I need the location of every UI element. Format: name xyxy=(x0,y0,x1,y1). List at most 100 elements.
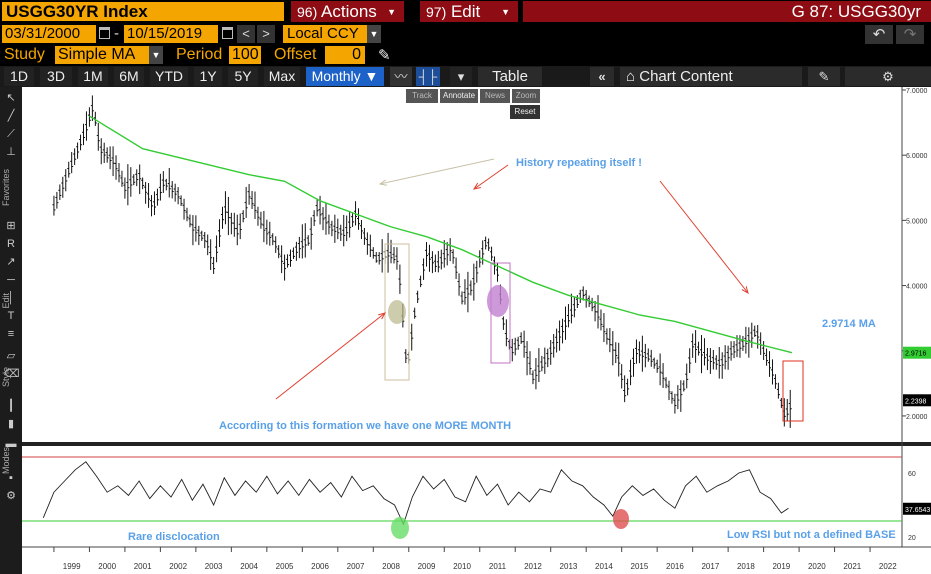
style-tab[interactable]: Style xyxy=(1,367,11,388)
annotation-formation-text: According to this formation we have one … xyxy=(219,420,511,432)
zoom-button[interactable]: Zoom xyxy=(512,89,540,103)
price-value-label: 2.2398 xyxy=(905,398,927,405)
price-bars xyxy=(52,95,792,428)
caret-down-icon: ▼ xyxy=(364,68,379,84)
bar-chart-icon[interactable]: ┤├ xyxy=(416,67,440,86)
x-tick-label: 2008 xyxy=(382,562,400,571)
draw-line-icon[interactable]: ╱ xyxy=(7,110,15,122)
annotate-button[interactable]: Annotate xyxy=(440,89,478,103)
date-range-bar: 03/31/2000 - 10/15/2019 < > Local CCY ▼ … xyxy=(0,24,931,44)
offset-input[interactable]: 0 xyxy=(325,46,365,64)
table-button[interactable]: Table xyxy=(478,67,542,86)
next-range-button[interactable]: > xyxy=(257,25,275,43)
edit-menu-button[interactable]: 97) Edit ▼ xyxy=(420,1,518,22)
arrow-formation-head xyxy=(378,312,387,320)
rsi-panel-bg xyxy=(22,446,902,547)
prev-range-button[interactable]: < xyxy=(237,25,255,43)
rsi-circle-2015 xyxy=(613,509,629,529)
weight-icon[interactable]: ▬ xyxy=(5,438,17,450)
x-tick-label: 2002 xyxy=(169,562,187,571)
favorites-tab[interactable]: Favorites xyxy=(1,169,11,207)
track-button[interactable]: Track xyxy=(406,89,438,103)
draw-trend-icon[interactable]: ⟋ xyxy=(7,128,15,140)
price-tick-label: 2.0000 xyxy=(906,414,928,421)
mode-icon[interactable]: ▪ xyxy=(9,472,13,484)
ma-value-label: 2.9716 xyxy=(905,351,927,358)
cursor-icon[interactable]: ↖ xyxy=(6,92,16,104)
gear-icon[interactable]: ⚙ xyxy=(845,67,931,86)
price-tick-label: 7.0000 xyxy=(906,88,928,95)
actions-menu-button[interactable]: 96) Actions ▼ xyxy=(291,1,404,22)
vertical-line-icon[interactable]: │ xyxy=(7,292,15,304)
erase-icon[interactable]: ⌫ xyxy=(4,368,20,380)
x-tick-label: 2003 xyxy=(205,562,223,571)
period-button-5y[interactable]: 5Y xyxy=(228,67,258,86)
undo-button[interactable]: ↶ xyxy=(865,25,893,44)
offset-label: Offset xyxy=(274,46,317,63)
actions-menu-label: Actions xyxy=(321,2,377,21)
study-dropdown[interactable]: Simple MA ▼ xyxy=(55,46,163,64)
chart-type-dropdown-icon[interactable]: ▾ xyxy=(450,67,472,86)
x-tick-label: 2018 xyxy=(737,562,755,571)
period-button-max[interactable]: Max xyxy=(264,67,300,86)
ticker-field[interactable]: USGG30YR Index xyxy=(2,2,284,21)
end-date-field[interactable]: 10/15/2019 xyxy=(124,25,218,43)
color-icon[interactable]: ▮ xyxy=(7,418,15,430)
rsi-line xyxy=(42,461,789,526)
start-date-field[interactable]: 03/31/2000 xyxy=(2,25,96,43)
x-tick-label: 2013 xyxy=(560,562,578,571)
arrow-icon[interactable]: ↗ xyxy=(6,256,16,268)
x-tick-label: 2012 xyxy=(524,562,542,571)
chart-area[interactable]: 7.00006.00005.00004.00003.00002.00001999… xyxy=(0,87,931,574)
annotation-history-text: History repeating itself ! xyxy=(516,157,642,169)
date-separator: - xyxy=(114,25,119,42)
chart-svg: 7.00006.00005.00004.00003.00002.00001999… xyxy=(22,87,931,574)
redo-button[interactable]: ↷ xyxy=(896,25,924,44)
retracement-icon[interactable]: R xyxy=(7,238,15,250)
x-tick-label: 2009 xyxy=(418,562,436,571)
horizontal-line-icon[interactable]: ─ xyxy=(7,274,15,286)
actions-menu-number: 96) xyxy=(297,4,318,20)
line-chart-icon[interactable]: 〰 xyxy=(390,67,412,86)
x-tick-label: 2007 xyxy=(347,562,365,571)
edit-tab[interactable]: Edit xyxy=(1,293,11,309)
currency-dropdown[interactable]: Local CCY ▼ xyxy=(283,25,381,43)
modes-tab[interactable]: Modes xyxy=(1,447,11,475)
text-tool-icon[interactable]: T xyxy=(7,310,15,322)
period-button-6m[interactable]: 6M xyxy=(114,67,144,86)
line-style-icon[interactable]: ┃ xyxy=(7,400,15,412)
period-button-1m[interactable]: 1M xyxy=(78,67,108,86)
period-button-1y[interactable]: 1Y xyxy=(194,67,222,86)
x-tick-label: 2004 xyxy=(240,562,258,571)
frequency-dropdown[interactable]: Monthly ▼ xyxy=(306,67,384,86)
currency-value: Local CCY xyxy=(287,25,359,42)
x-tick-label: 2022 xyxy=(879,562,897,571)
shape-icon[interactable]: ▱ xyxy=(6,350,16,362)
ma-value-badge xyxy=(903,346,931,359)
period-input[interactable]: 100 xyxy=(229,46,261,64)
frequency-value: Monthly xyxy=(311,68,361,84)
fan-icon[interactable]: ≡ xyxy=(7,328,15,340)
chart-content-button[interactable]: ⌂ Chart Content xyxy=(620,67,802,86)
gear-icon[interactable]: ⚙ xyxy=(6,490,16,502)
ruler-icon[interactable]: ⊞ xyxy=(6,220,16,232)
chart-content-icon: ⌂ xyxy=(626,68,640,85)
pencil-icon[interactable]: ✎ xyxy=(378,47,391,64)
rsi-circle-2008 xyxy=(391,517,409,539)
period-button-ytd[interactable]: YTD xyxy=(150,67,188,86)
x-tick-label: 2017 xyxy=(701,562,719,571)
chart-id-label: G 87: USGG30yr xyxy=(523,1,931,22)
measure-icon[interactable]: ⊥ xyxy=(6,146,16,158)
annotation-rare-text: Rare disclocation xyxy=(128,531,220,543)
x-tick-label: 1999 xyxy=(63,562,81,571)
x-tick-label: 2015 xyxy=(631,562,649,571)
news-button[interactable]: News xyxy=(480,89,510,103)
calendar-icon[interactable] xyxy=(222,27,233,39)
period-button-1d[interactable]: 1D xyxy=(4,67,34,86)
edit-chart-icon[interactable]: ✎ xyxy=(808,67,840,86)
collapse-icon[interactable]: « xyxy=(590,67,614,86)
reset-button[interactable]: Reset xyxy=(510,105,540,119)
chart-content-label: Chart Content xyxy=(639,68,733,85)
calendar-icon[interactable] xyxy=(99,27,110,39)
period-button-3d[interactable]: 3D xyxy=(40,67,72,86)
